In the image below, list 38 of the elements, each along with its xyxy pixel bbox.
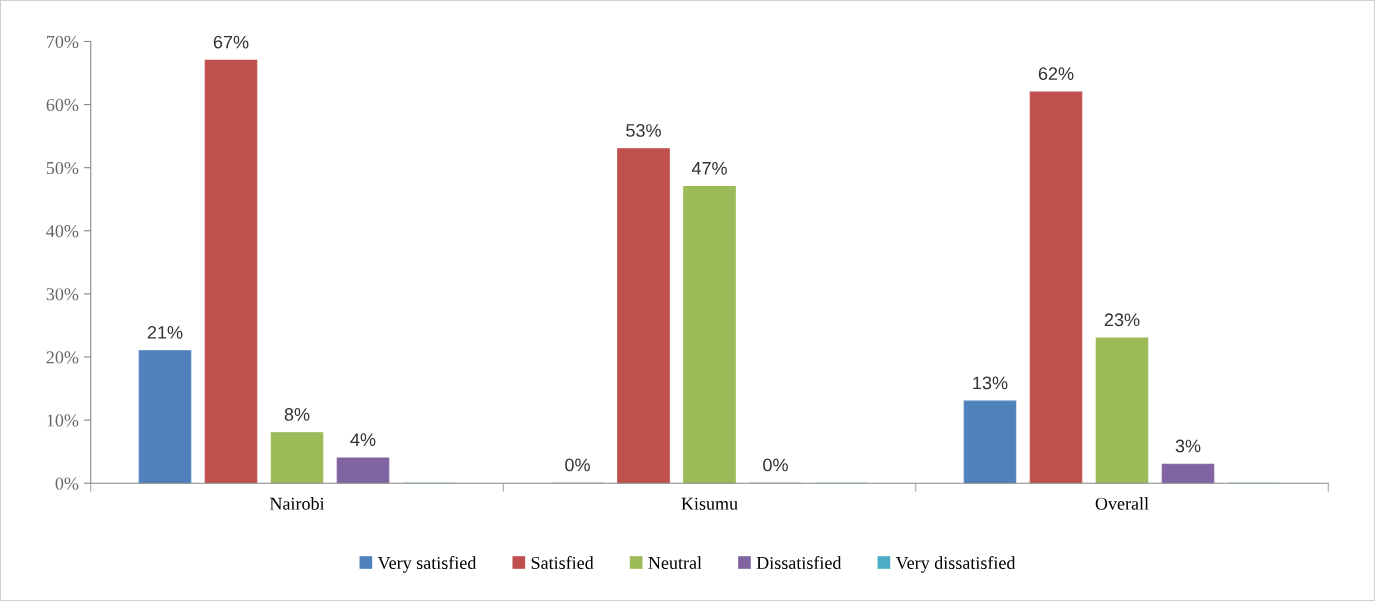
bar: [617, 148, 670, 484]
data-label: 47%: [691, 162, 727, 175]
data-label: 62%: [1038, 67, 1074, 81]
x-tick-label: Nairobi: [269, 497, 325, 510]
y-tick-label: 50%: [46, 161, 79, 175]
data-label: 21%: [147, 326, 183, 339]
data-label: 13%: [973, 376, 1008, 390]
data-label: 0%: [565, 458, 590, 472]
bar: [683, 186, 736, 484]
bar: [270, 432, 324, 484]
y-tick-label: 20%: [46, 351, 79, 364]
legend-label: Satisfied: [531, 556, 594, 570]
data-label: 23%: [1104, 313, 1140, 327]
bar: [138, 350, 192, 484]
x-tick-label: Kisumu: [681, 497, 738, 510]
data-label: 8%: [284, 408, 310, 421]
bar: [963, 400, 1017, 484]
x-tick-label: Overall: [1095, 497, 1149, 510]
data-label: 4%: [350, 433, 376, 446]
legend-label: Dissatisfied: [756, 556, 842, 570]
data-label: 3%: [1175, 439, 1201, 453]
bar: [204, 59, 258, 484]
legend-label: Very dissatisfied: [895, 556, 1016, 573]
legend-label: Neutral: [648, 556, 702, 570]
bar: [1095, 337, 1149, 484]
y-tick-label: 70%: [47, 35, 79, 48]
legend-label: Very satisfied: [377, 556, 477, 573]
y-tick-label: 40%: [46, 225, 79, 238]
y-tick-label: 60%: [46, 98, 79, 112]
bar: [1029, 91, 1083, 484]
y-tick-label: 30%: [46, 288, 79, 301]
bar: [336, 457, 390, 484]
data-label: 67%: [213, 35, 249, 49]
y-tick-label: 0%: [55, 477, 79, 490]
bar: [1161, 463, 1215, 484]
data-label: 53%: [626, 124, 661, 137]
data-label: 0%: [763, 458, 788, 472]
y-tick-label: 10%: [47, 414, 79, 427]
